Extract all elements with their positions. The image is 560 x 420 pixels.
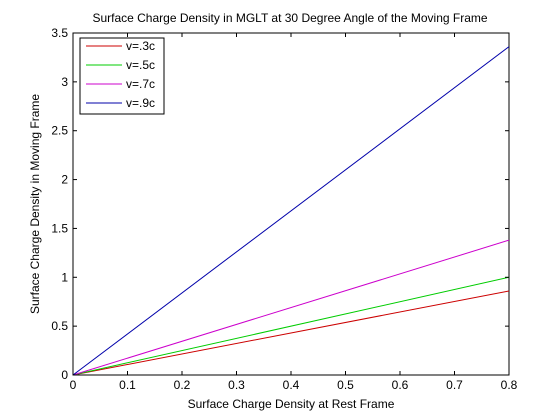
y-tick-label: 3 [61,75,68,89]
legend-label: v=.5c [126,58,155,72]
y-tick-label: 1.5 [51,221,68,235]
x-tick-label: 0.4 [283,378,300,392]
series-line-1 [72,290,510,376]
legend-items: v=.3c v=.5c v=.7c v=.9c [86,39,155,110]
x-tick-label: 0.1 [119,378,136,392]
y-tick-label: 0.5 [51,319,68,333]
x-tick-label: 0.3 [228,378,245,392]
x-tick-label: 0.2 [174,378,191,392]
chart-title: Surface Charge Density in MGLT at 30 Deg… [92,11,487,25]
y-tick-label: 3.5 [51,26,68,40]
y-tick-label: 2.5 [51,124,68,138]
legend-label: v=.7c [126,77,155,91]
axis-ticks: 0 0.1 0.2 0.3 0.4 0.5 0.6 0.7 0.8 0 0.5 1 1.5 2 2.5 3 3.… [51,26,517,392]
y-axis-label: Surface Charge Density in Moving Frame [28,94,42,314]
series-layer [72,46,510,376]
y-tick-label: 2 [61,173,68,187]
x-tick-label: 0.6 [392,378,409,392]
x-axis-label: Surface Charge Density at Rest Frame [188,397,395,411]
series-line-2 [72,276,510,376]
legend-label: v=.9c [126,96,155,110]
legend-label: v=.3c [126,39,155,53]
x-tick-label: 0.5 [337,378,354,392]
y-tick-label: 0 [61,368,68,382]
legend-box [79,37,165,115]
x-tick-label: 0.8 [501,378,518,392]
x-tick-label: 0 [70,378,77,392]
series-line-4 [72,46,510,376]
legend: v=.3c v=.5c v=.7c v=.9c [79,37,165,115]
y-tick-label: 1 [61,270,68,284]
series-line-3 [72,239,510,376]
x-tick-label: 0.7 [446,378,463,392]
